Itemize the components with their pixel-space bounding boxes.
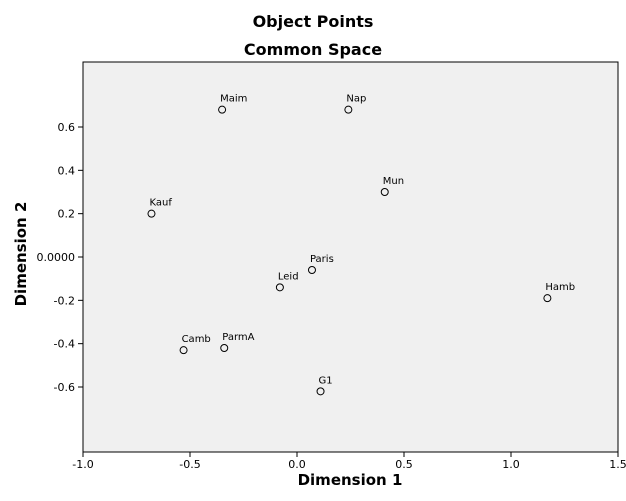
x-tick-label: 1.0 — [502, 458, 520, 471]
x-axis-title: Dimension 1 — [298, 471, 403, 489]
chart-subtitle: Common Space — [244, 40, 382, 59]
y-tick-label: 0.6 — [58, 121, 76, 134]
y-tick-label: 0.4 — [58, 164, 76, 177]
y-axis: -0.6 -0.4 -0.2 0.0000 0.2 0.4 0.6 — [37, 121, 83, 394]
x-tick-label: 0.5 — [395, 458, 413, 471]
x-tick-label: 1.5 — [609, 458, 626, 471]
y-tick-label: 0.2 — [58, 208, 76, 221]
plot-area — [82, 61, 619, 453]
y-tick-label: -0.4 — [54, 338, 75, 351]
data-point-leid — [275, 283, 284, 292]
y-tick-label: -0.2 — [54, 294, 75, 307]
data-point-nap — [344, 105, 353, 114]
data-points: Maim Nap Mun Kauf Paris Leid Hamb Camb ParmA G1 — [147, 94, 575, 396]
data-point-parma — [220, 344, 229, 352]
data-point-label: Kauf — [149, 198, 172, 209]
data-point-label: Nap — [346, 94, 366, 105]
data-point-label: Camb — [182, 334, 211, 345]
data-point-label: Hamb — [545, 282, 575, 293]
x-axis: -1.0 -0.5 0.0 0.5 1.0 1.5 — [72, 452, 626, 471]
data-point-mun — [380, 188, 389, 196]
y-tick-label: -0.6 — [54, 381, 75, 394]
data-point-kauf — [147, 209, 156, 218]
x-tick-label: -1.0 — [72, 458, 93, 471]
data-point-label: G1 — [319, 375, 333, 386]
data-point-label: ParmA — [222, 332, 254, 343]
data-point-maim — [218, 105, 227, 114]
data-point-paris — [307, 266, 316, 274]
chart-title: Object Points — [253, 12, 374, 31]
data-point-g1 — [316, 387, 325, 396]
x-tick-label: -0.5 — [179, 458, 200, 471]
x-tick-label: 0.0 — [288, 458, 306, 471]
data-point-hamb — [543, 294, 552, 303]
data-point-label: Paris — [310, 254, 334, 265]
data-point-label: Maim — [220, 94, 247, 105]
data-point-label: Leid — [278, 271, 299, 282]
y-axis-title: Dimension 2 — [12, 202, 30, 307]
data-point-camb — [179, 346, 188, 355]
y-tick-label: 0.0000 — [37, 251, 76, 264]
data-point-label: Mun — [383, 176, 404, 187]
